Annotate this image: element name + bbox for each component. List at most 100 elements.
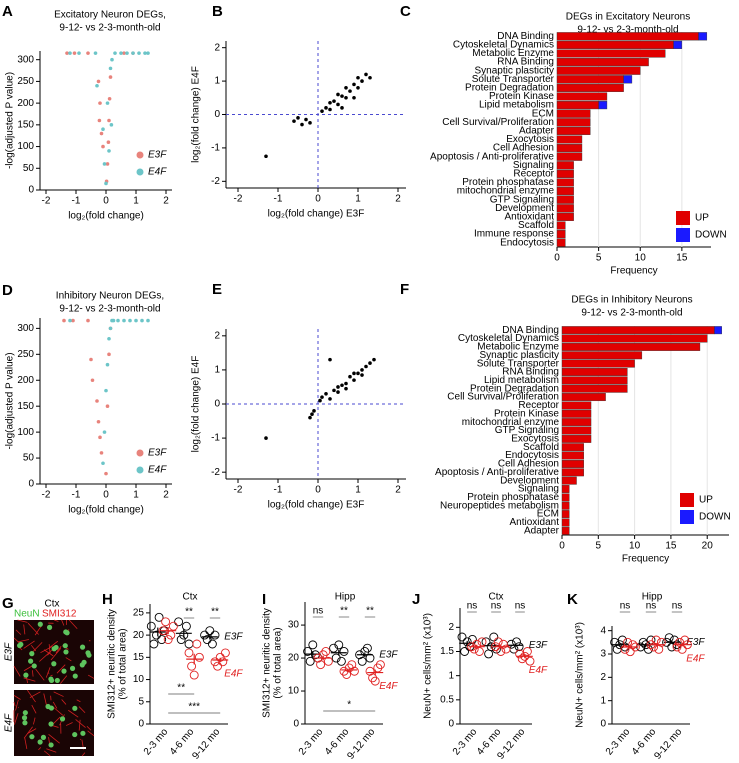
point — [672, 642, 682, 652]
legend-label: DOWN — [699, 512, 731, 523]
cell-body — [72, 673, 78, 679]
legend-label: UP — [699, 495, 713, 506]
point — [336, 102, 340, 107]
x-tick-label: -1 — [274, 485, 283, 496]
significance-label: ** — [185, 607, 193, 618]
point — [119, 51, 123, 55]
neurite — [78, 706, 86, 714]
y-tick-label: 30 — [288, 620, 300, 631]
y-tick-label: 1 — [448, 670, 454, 681]
category-label: Metabolic Enzyme — [472, 48, 554, 59]
neurite — [75, 719, 86, 728]
category-label: Synaptic plasticity — [480, 350, 559, 361]
cell-body — [48, 677, 55, 684]
panel-letter: J — [412, 591, 420, 608]
y-tick-label: 0 — [293, 719, 299, 730]
x-tick-label: 0 — [554, 253, 560, 264]
y-tick-label: -1 — [211, 433, 220, 444]
point — [107, 336, 111, 341]
point — [344, 386, 348, 391]
image-group-label: E4F — [4, 713, 15, 732]
y-tick-label: 1 — [600, 695, 606, 706]
significance-label: ns — [313, 606, 324, 617]
neurite — [86, 725, 92, 731]
x-tick-label: 1 — [133, 196, 139, 207]
x-axis-label: log₂(fold change) E3F — [268, 500, 365, 511]
point — [90, 378, 95, 383]
x-tick-label: 1 — [355, 194, 361, 205]
bar-segment — [561, 468, 584, 477]
category-label: RNA Binding — [502, 367, 559, 378]
series-label: E3F — [686, 637, 705, 648]
point — [213, 661, 223, 671]
bar-segment — [556, 144, 583, 153]
point — [512, 637, 521, 647]
bar-segment — [556, 221, 566, 230]
neurite — [55, 646, 62, 654]
point — [68, 318, 72, 323]
neurite — [25, 676, 29, 684]
x-tick-label: 2-3 mo — [604, 726, 633, 757]
legend-marker — [136, 168, 144, 176]
y-axis-label: log₂(fold change) E4F — [191, 66, 202, 163]
point — [352, 82, 356, 87]
x-tick-label: 15 — [665, 541, 677, 552]
cell-body — [31, 663, 37, 669]
point — [146, 318, 150, 323]
point — [305, 656, 315, 666]
y-tick-label: 2 — [600, 672, 606, 683]
bar-segment — [556, 49, 666, 58]
x-tick-label: -2 — [234, 194, 243, 205]
y-tick-label: 0 — [214, 399, 220, 410]
point — [365, 666, 375, 676]
category-label: Receptor — [518, 400, 559, 411]
point — [370, 676, 380, 686]
y-axis-label: -log(adjusted P value) — [5, 72, 16, 169]
point — [105, 404, 110, 408]
point — [344, 85, 348, 90]
neurite — [27, 689, 36, 703]
point — [344, 95, 348, 100]
point — [105, 362, 110, 367]
neurite — [40, 646, 53, 654]
bar-segment — [556, 238, 566, 247]
legend-marker — [136, 151, 144, 159]
bar-segment — [556, 212, 574, 221]
neurite — [78, 719, 81, 731]
neurite — [15, 629, 22, 635]
chart-subtitle: 9-12- vs 2-3-month-old — [59, 23, 160, 34]
series-label: E3F — [224, 632, 243, 643]
point — [477, 637, 487, 647]
cell-body — [17, 642, 23, 649]
x-tick-label: 2-3 mo — [297, 726, 326, 757]
neurite — [35, 668, 45, 681]
point — [108, 75, 113, 79]
y-tick-label: 100 — [17, 427, 34, 438]
series-label: E3F — [379, 649, 398, 660]
legend-label: DOWN — [695, 230, 727, 241]
point — [154, 612, 164, 622]
category-label: GTP Signaling — [490, 194, 554, 205]
point — [109, 123, 114, 127]
point — [375, 660, 385, 670]
point — [308, 415, 312, 420]
point — [514, 642, 524, 652]
point — [356, 75, 360, 80]
point — [107, 96, 112, 101]
neurite — [43, 693, 47, 705]
point — [122, 51, 126, 55]
chart-title: Hipp — [642, 592, 663, 603]
y-tick-label: 50 — [23, 163, 35, 174]
neurite — [14, 713, 19, 725]
point — [192, 639, 202, 649]
point — [102, 430, 107, 434]
y-tick-label: 0 — [138, 719, 144, 730]
point — [108, 326, 113, 331]
category-label: Antioxidant — [510, 517, 560, 528]
bar-segment — [561, 376, 628, 385]
point — [515, 649, 525, 659]
x-axis-label: log₂(fold change) — [68, 505, 144, 516]
point — [360, 79, 364, 83]
point — [501, 644, 511, 654]
x-tick-label: 9-12 mo — [190, 726, 222, 762]
